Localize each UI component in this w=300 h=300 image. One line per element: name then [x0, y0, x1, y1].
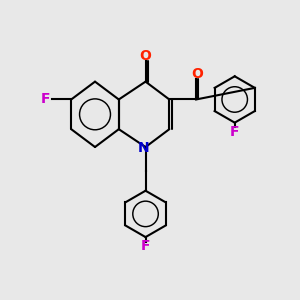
Text: O: O — [140, 50, 152, 63]
Text: N: N — [138, 141, 150, 154]
Text: F: F — [141, 239, 150, 253]
Text: O: O — [192, 67, 203, 81]
Text: F: F — [230, 124, 239, 139]
Text: F: F — [41, 92, 51, 106]
